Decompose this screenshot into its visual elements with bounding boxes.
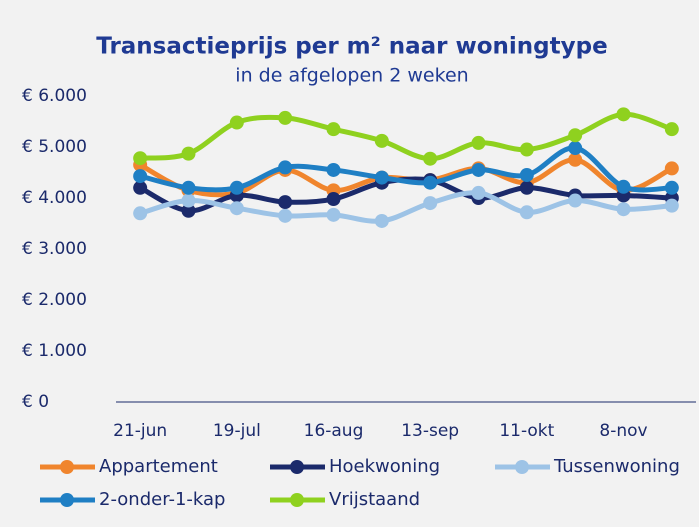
chart-subtitle: in de afgelopen 2 weken <box>235 65 468 87</box>
legend-label: 2-onder-1-kap <box>99 489 225 510</box>
marker <box>664 198 679 213</box>
marker <box>278 110 293 125</box>
marker <box>133 206 148 221</box>
marker <box>471 135 486 150</box>
marker <box>519 180 534 195</box>
legend-marker <box>60 493 74 507</box>
y-tick-label: € 4.000 <box>22 188 87 208</box>
marker <box>423 196 438 211</box>
legend-label: Vrijstaand <box>329 489 420 510</box>
marker <box>374 213 389 228</box>
legend-label: Appartement <box>99 456 218 477</box>
marker <box>278 208 293 223</box>
marker <box>181 203 196 218</box>
legend-marker <box>290 493 304 507</box>
marker <box>471 162 486 177</box>
marker <box>471 185 486 200</box>
marker <box>326 162 341 177</box>
marker <box>133 151 148 166</box>
x-tick-label: 11-okt <box>499 421 554 441</box>
marker <box>181 193 196 208</box>
marker <box>568 128 583 143</box>
marker <box>568 152 583 167</box>
marker <box>374 170 389 185</box>
marker <box>374 133 389 148</box>
marker <box>616 202 631 217</box>
marker <box>519 142 534 157</box>
legend-label: Hoekwoning <box>329 456 440 477</box>
marker <box>133 169 148 184</box>
marker <box>423 151 438 166</box>
marker <box>229 201 244 216</box>
x-tick-label: 8-nov <box>599 421 647 441</box>
x-tick-label: 13-sep <box>401 421 459 441</box>
legend-label: Tussenwoning <box>553 456 680 477</box>
y-tick-label: € 6.000 <box>22 86 87 106</box>
marker <box>519 168 534 183</box>
chart-title: Transactieprijs per m² naar woningtype <box>96 34 607 60</box>
marker <box>664 122 679 137</box>
y-tick-label: € 5.000 <box>22 137 87 157</box>
marker <box>326 207 341 222</box>
x-tick-label: 16-aug <box>304 421 364 441</box>
marker <box>278 160 293 175</box>
marker <box>181 146 196 161</box>
marker <box>229 180 244 195</box>
y-tick-label: € 2.000 <box>22 290 87 310</box>
marker <box>664 161 679 176</box>
marker <box>519 205 534 220</box>
marker <box>181 180 196 195</box>
y-tick-label: € 0 <box>22 392 49 412</box>
marker <box>229 115 244 130</box>
marker <box>423 175 438 190</box>
legend-marker <box>515 460 529 474</box>
marker <box>568 193 583 208</box>
y-tick-label: € 1.000 <box>22 341 87 361</box>
marker <box>616 107 631 122</box>
x-tick-label: 21-jun <box>113 421 167 441</box>
marker <box>616 179 631 194</box>
marker <box>133 180 148 195</box>
legend-marker <box>290 460 304 474</box>
x-tick-label: 19-jul <box>213 421 261 441</box>
marker <box>664 180 679 195</box>
marker <box>568 141 583 156</box>
marker <box>278 195 293 210</box>
y-tick-label: € 3.000 <box>22 239 87 259</box>
marker <box>326 192 341 207</box>
legend-marker <box>60 460 74 474</box>
marker <box>326 122 341 137</box>
